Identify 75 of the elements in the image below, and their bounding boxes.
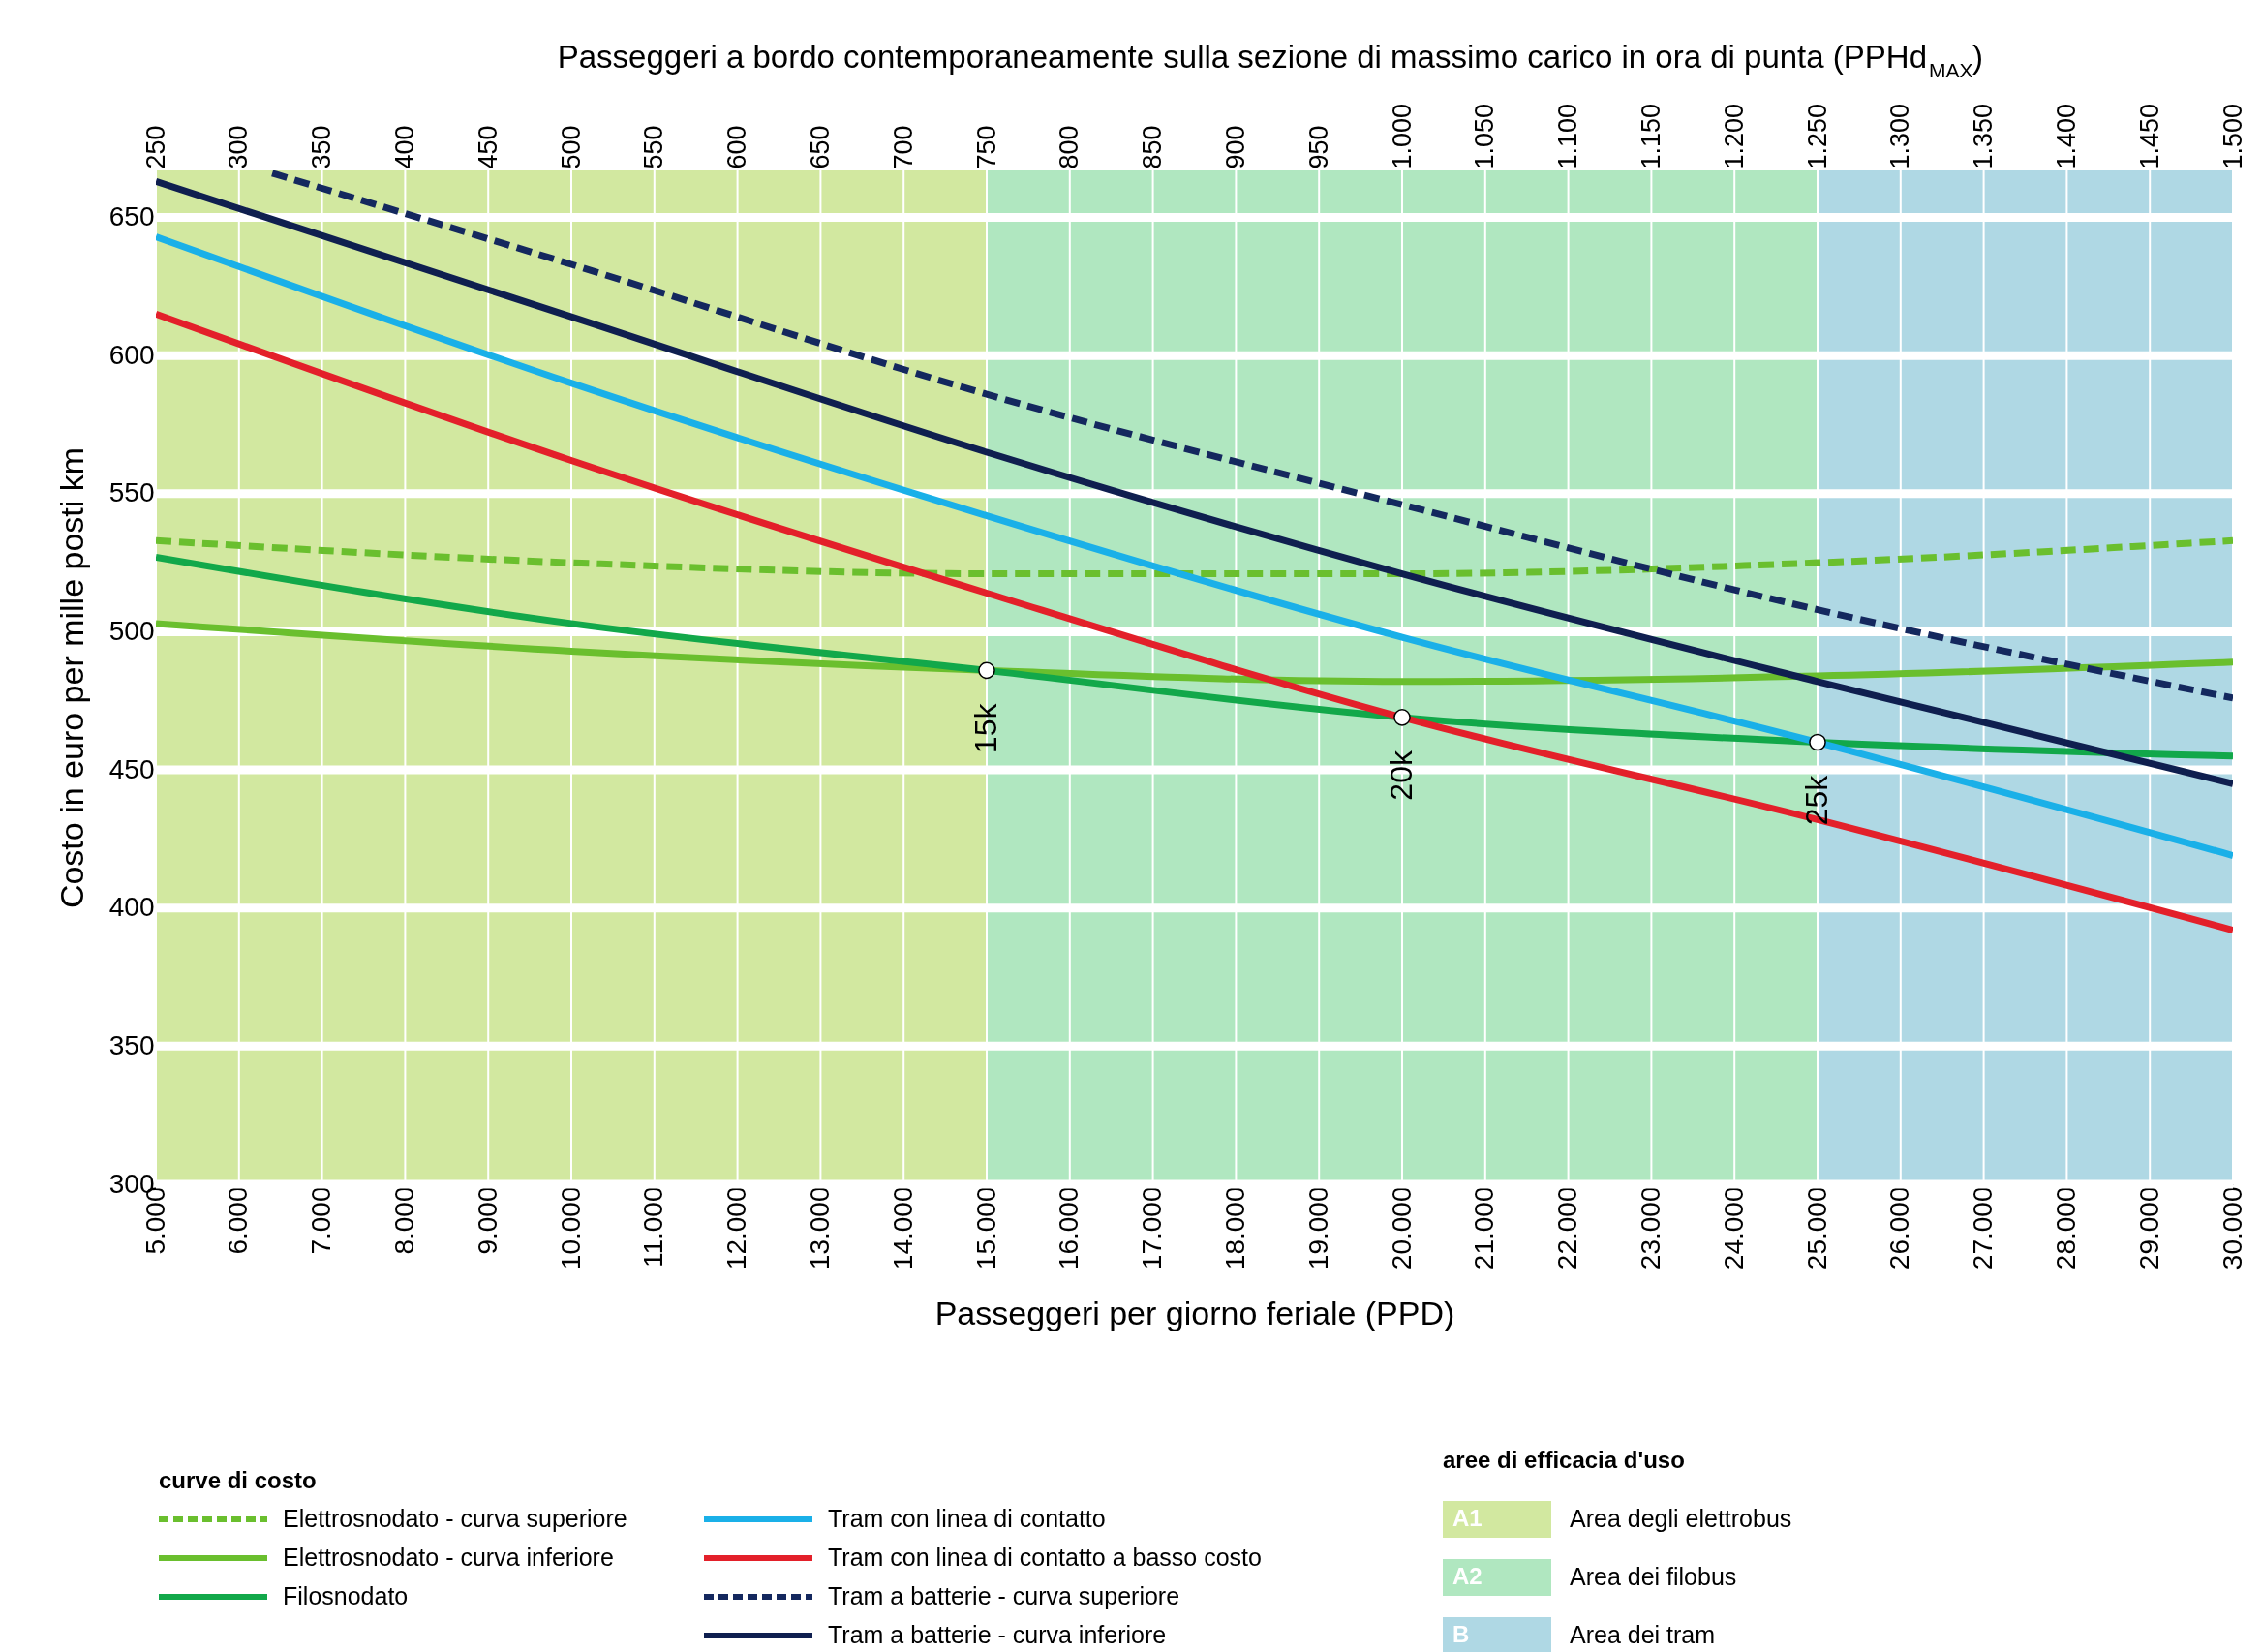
x-tick-label: 28.000: [2050, 1186, 2081, 1270]
x-tick-label: 14.000: [887, 1186, 918, 1270]
x2-tick-label: 700: [888, 125, 918, 169]
x-tick-label: 29.000: [2133, 1186, 2164, 1270]
y-tick-label: 350: [108, 1029, 155, 1060]
y-tick-label: 450: [108, 753, 155, 784]
legend-label: Filosnodato: [283, 1582, 409, 1609]
x-tick-label: 7.000: [306, 1186, 337, 1255]
annotation: 15k: [968, 702, 1003, 754]
x2-tick-label: 1.000: [1387, 103, 1417, 169]
x-tick-label: 8.000: [388, 1186, 419, 1255]
x-tick-label: 24.000: [1718, 1186, 1749, 1270]
x-tick-label: 13.000: [804, 1186, 835, 1270]
annotation: 25k: [1799, 774, 1834, 826]
x-tick-label: 17.000: [1137, 1186, 1168, 1270]
y-tick-label: 500: [108, 615, 155, 646]
x-tick-label: 30.000: [2216, 1186, 2247, 1270]
x2-tick-label: 1.300: [1885, 103, 1915, 169]
x-tick-label: 9.000: [472, 1186, 503, 1255]
x2-tick-label: 900: [1220, 125, 1250, 169]
legend-label: Tram con linea di contatto a basso costo: [828, 1544, 1262, 1571]
text: A2 Area dei filobus: [1452, 1563, 1737, 1590]
y-axis-title: Costo in euro per mille posti km: [52, 446, 90, 909]
text: A1 Area degli elettrobus: [1452, 1505, 1792, 1532]
x-tick-label: 20.000: [1386, 1186, 1417, 1270]
x2-tick-label: 550: [639, 125, 669, 169]
x-tick-label: 25.000: [1801, 1186, 1832, 1270]
x2-tick-label: 1.350: [1969, 103, 1999, 169]
x-tick-label: 27.000: [1968, 1186, 1999, 1270]
x2-tick-label: 1.400: [2051, 103, 2081, 169]
x-tick-label: 6.000: [223, 1186, 254, 1255]
x2-tick-label: 1.250: [1802, 103, 1832, 169]
legend-label: Tram a batterie - curva inferiore: [828, 1621, 1167, 1648]
x-axis-title: Passeggeri per giorno feriale (PPD): [934, 1295, 1455, 1332]
x2-tick-label: 850: [1138, 125, 1168, 169]
x-tick-label: 11.000: [638, 1186, 669, 1269]
x2-tick-label: 350: [307, 125, 337, 169]
x-tick-label: 18.000: [1219, 1186, 1250, 1270]
x2-tick-label: 500: [556, 125, 586, 169]
x2-tick-label: 950: [1303, 125, 1333, 169]
text: B Area dei tram: [1452, 1621, 1716, 1648]
y-tick-label: 400: [108, 892, 155, 923]
x-tick-label: 23.000: [1635, 1186, 1666, 1270]
x2-tick-label: 800: [1055, 125, 1085, 169]
x-tick-label: 15.000: [970, 1186, 1001, 1270]
legend-label: Elettrosnodato - curva superiore: [283, 1505, 627, 1532]
x2-tick-label: 1.050: [1470, 103, 1500, 169]
x2-tick-label: 1.500: [2217, 103, 2247, 169]
x-tick-label: 26.000: [1884, 1186, 1915, 1270]
y-tick-label: 650: [108, 201, 155, 231]
x2-tick-label: 1.100: [1553, 103, 1583, 169]
legend-title: curve di costo: [159, 1467, 317, 1493]
x-tick-label: 21.000: [1469, 1186, 1500, 1270]
x2-tick-label: 300: [224, 125, 254, 169]
x2-tick-label: 600: [722, 125, 752, 169]
legend-label: Elettrosnodato - curva inferiore: [283, 1544, 614, 1571]
legend-label: Tram con linea di contatto: [828, 1505, 1106, 1532]
x-tick-label: 10.000: [555, 1186, 586, 1270]
legend-label: Tram a batterie - curva superiore: [828, 1582, 1180, 1609]
x-tick-label: 22.000: [1552, 1186, 1583, 1270]
x-tick-label: 19.000: [1302, 1186, 1333, 1270]
x2-tick-label: 650: [805, 125, 835, 169]
x2-tick-label: 1.200: [1719, 103, 1749, 169]
annotation: 20k: [1384, 750, 1419, 801]
x-tick-label: 16.000: [1054, 1186, 1085, 1270]
y-tick-label: 550: [108, 477, 155, 508]
x2-tick-label: 750: [971, 125, 1001, 169]
x2-tick-label: 250: [140, 125, 170, 169]
x2-tick-label: 1.150: [1635, 103, 1666, 169]
x2-tick-label: 1.450: [2134, 103, 2164, 169]
text: aree di efficacia d'uso: [1443, 1447, 1685, 1473]
y-tick-label: 600: [108, 339, 155, 370]
x2-tick-label: 400: [389, 125, 419, 169]
x-tick-label: 12.000: [721, 1186, 752, 1270]
x2-tick-label: 450: [473, 125, 503, 169]
